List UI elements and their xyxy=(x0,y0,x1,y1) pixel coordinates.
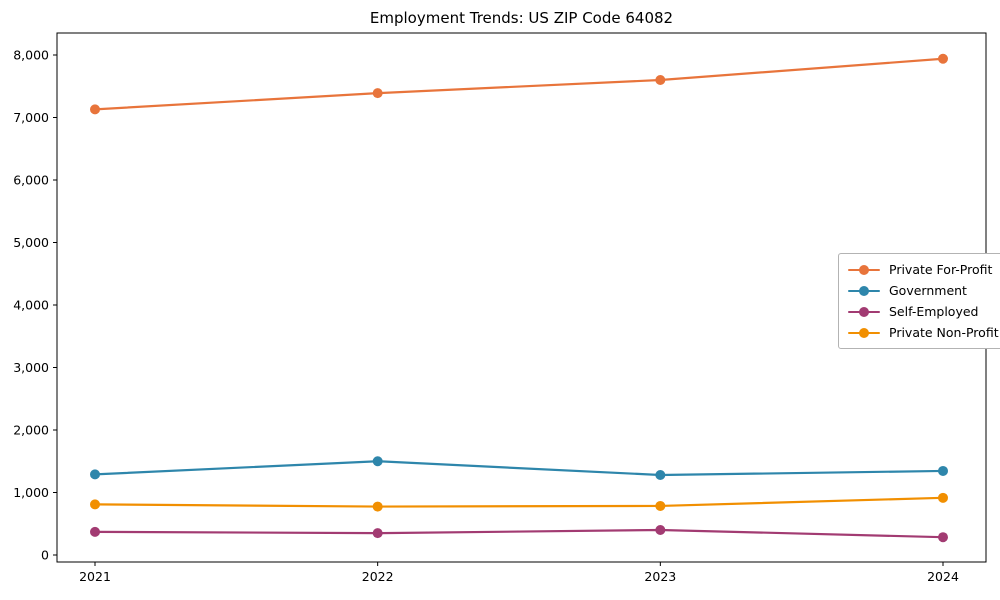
series-line-private-non-profit xyxy=(94,496,944,508)
legend-item-private-for-profit: Private For-Profit xyxy=(848,259,999,280)
series-line-self-employed xyxy=(94,528,944,539)
legend: Private For-Profit Government Self-Emplo… xyxy=(838,253,1000,349)
y-tick-label: 3,000 xyxy=(13,360,49,375)
legend-label: Private For-Profit xyxy=(889,262,993,277)
y-tick-label: 5,000 xyxy=(13,235,49,250)
data-point-government xyxy=(90,469,100,480)
series-line-government xyxy=(94,460,944,477)
legend-item-private-non-profit: Private Non-Profit xyxy=(848,322,999,343)
data-point-self-employed xyxy=(90,526,100,537)
data-point-government xyxy=(938,465,948,476)
data-point-private-non-profit xyxy=(372,501,383,512)
y-tick-label: 0 xyxy=(41,548,49,563)
legend-marker-private-non-profit xyxy=(848,327,880,339)
x-tick-label: 2021 xyxy=(79,569,111,584)
data-point-government xyxy=(655,470,666,480)
y-tick-label: 2,000 xyxy=(13,423,49,438)
y-tick-label: 6,000 xyxy=(13,173,49,188)
legend-marker-self-employed xyxy=(848,306,880,318)
series-line-private-for-profit xyxy=(94,57,944,111)
data-point-private-for-profit xyxy=(372,88,383,99)
legend-marker-government xyxy=(848,285,880,297)
legend-item-government: Government xyxy=(848,280,999,301)
legend-label: Private Non-Profit xyxy=(889,325,999,340)
data-point-private-for-profit xyxy=(938,53,948,64)
data-point-self-employed xyxy=(938,532,948,543)
y-tick-label: 7,000 xyxy=(13,110,49,125)
chart-title: Employment Trends: US ZIP Code 64082 xyxy=(369,9,674,27)
x-tick-label: 2022 xyxy=(362,569,394,584)
y-tick-label: 1,000 xyxy=(13,485,49,500)
x-tick-label: 2024 xyxy=(927,569,959,584)
legend-label: Government xyxy=(889,283,967,298)
data-point-private-for-profit xyxy=(655,75,666,85)
data-point-private-non-profit xyxy=(655,500,666,511)
x-tick-label: 2023 xyxy=(644,569,676,584)
data-point-private-non-profit xyxy=(938,492,948,503)
data-point-private-non-profit xyxy=(90,499,100,510)
data-point-government xyxy=(372,456,383,467)
data-point-self-employed xyxy=(655,525,666,535)
data-point-private-for-profit xyxy=(90,104,100,115)
y-tick-label: 4,000 xyxy=(13,298,49,313)
legend-item-self-employed: Self-Employed xyxy=(848,301,999,322)
data-point-self-employed xyxy=(372,528,383,539)
legend-label: Self-Employed xyxy=(889,304,979,319)
legend-marker-private-for-profit xyxy=(848,264,880,276)
y-tick-label: 8,000 xyxy=(13,48,49,63)
